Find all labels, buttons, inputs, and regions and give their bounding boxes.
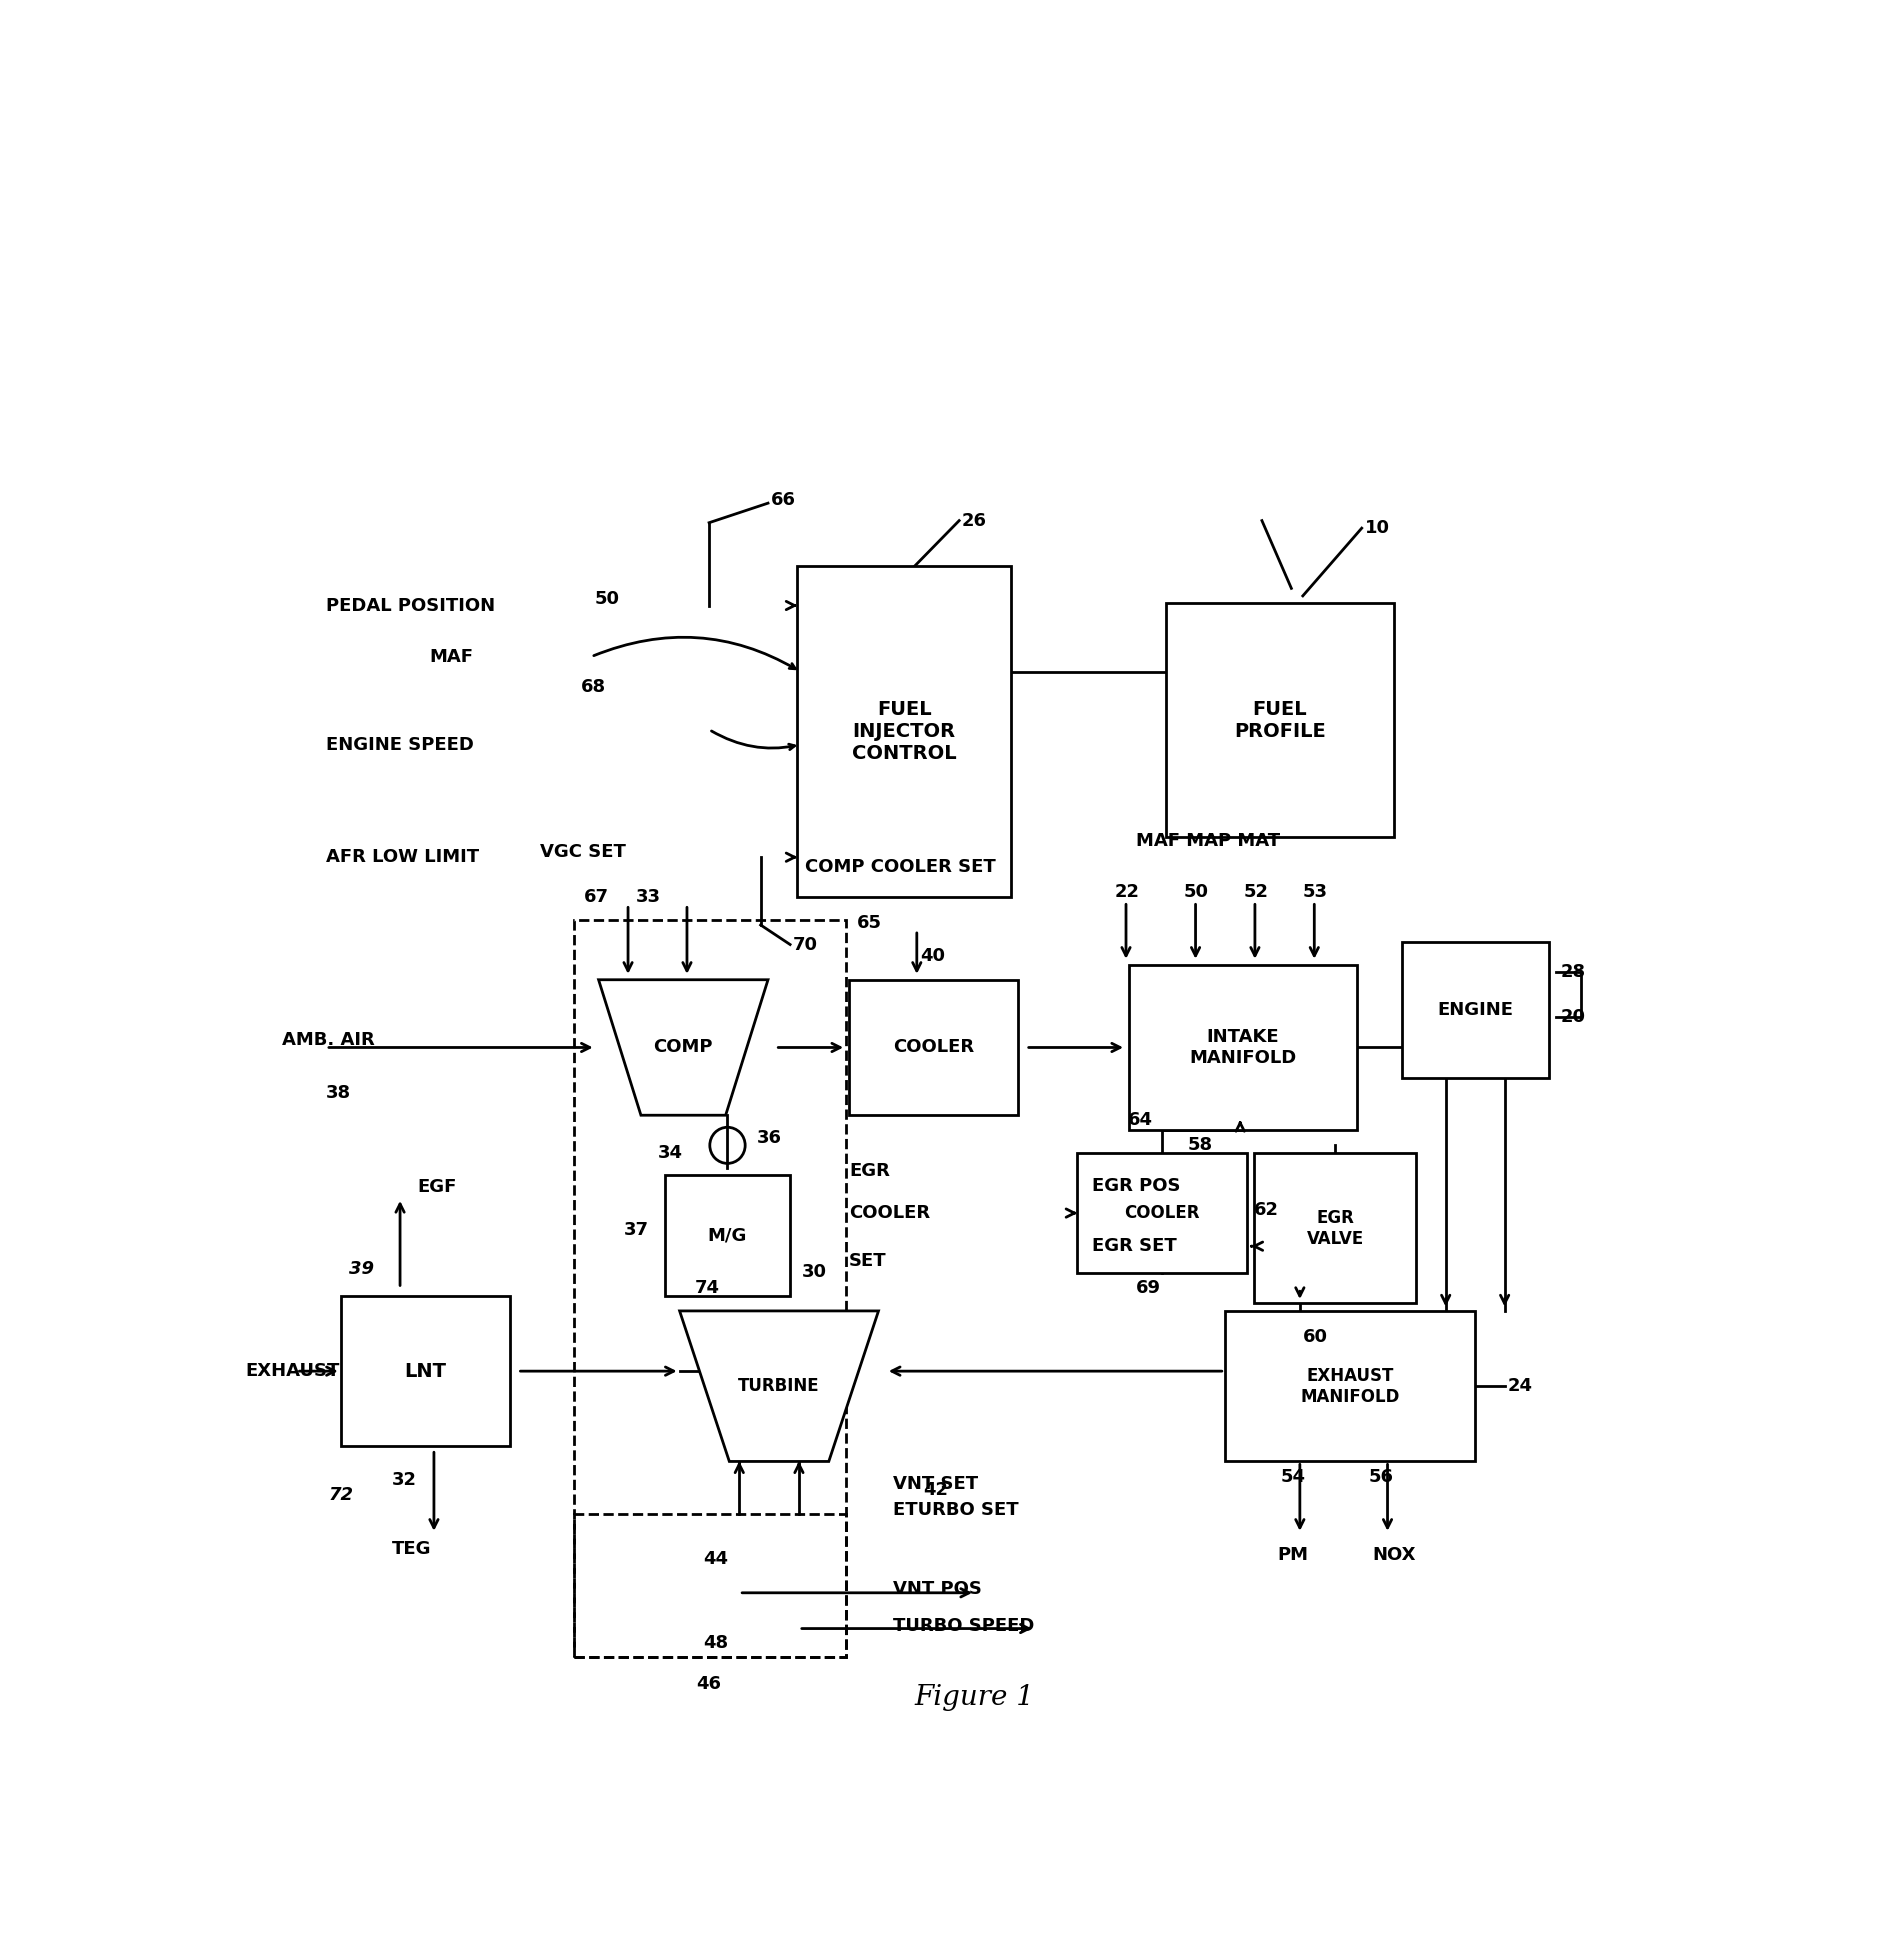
Bar xyxy=(1224,1312,1475,1462)
Text: 67: 67 xyxy=(584,888,608,905)
Text: 56: 56 xyxy=(1369,1468,1393,1486)
Text: 66: 66 xyxy=(772,491,797,508)
Text: COMP: COMP xyxy=(654,1038,713,1056)
Text: MAF MAP MAT: MAF MAP MAT xyxy=(1137,833,1281,850)
Text: TURBO SPEED: TURBO SPEED xyxy=(893,1617,1034,1634)
Text: 39: 39 xyxy=(350,1259,374,1279)
Text: ETURBO SET: ETURBO SET xyxy=(893,1501,1019,1519)
Text: LNT: LNT xyxy=(405,1361,447,1380)
Bar xyxy=(1255,1153,1416,1304)
Polygon shape xyxy=(599,979,768,1114)
Text: FUEL
PROFILE: FUEL PROFILE xyxy=(1234,700,1325,741)
Text: 37: 37 xyxy=(624,1220,648,1239)
Text: EGR POS: EGR POS xyxy=(1091,1177,1181,1195)
Text: MAF: MAF xyxy=(430,647,473,667)
Text: AFR LOW LIMIT: AFR LOW LIMIT xyxy=(327,848,479,866)
Text: COOLER: COOLER xyxy=(850,1204,930,1222)
Text: 52: 52 xyxy=(1243,884,1268,901)
Text: 60: 60 xyxy=(1302,1327,1327,1345)
Text: 46: 46 xyxy=(696,1675,720,1693)
Text: VNT POS: VNT POS xyxy=(893,1580,983,1597)
Bar xyxy=(340,1296,509,1447)
Text: 33: 33 xyxy=(635,888,660,905)
Text: EGR
VALVE: EGR VALVE xyxy=(1306,1208,1363,1247)
Text: 64: 64 xyxy=(1127,1110,1154,1128)
Text: COMP COOLER SET: COMP COOLER SET xyxy=(804,858,996,876)
Text: COOLER: COOLER xyxy=(1123,1204,1200,1222)
Text: AMB. AIR: AMB. AIR xyxy=(281,1030,374,1050)
Text: TURBINE: TURBINE xyxy=(738,1376,819,1396)
Bar xyxy=(798,565,1011,897)
Text: 10: 10 xyxy=(1365,520,1390,538)
Text: M/G: M/G xyxy=(707,1226,747,1245)
Bar xyxy=(574,919,846,1658)
Text: INTAKE
MANIFOLD: INTAKE MANIFOLD xyxy=(1190,1028,1296,1067)
Text: 22: 22 xyxy=(1114,884,1139,901)
Text: EGR SET: EGR SET xyxy=(1091,1238,1177,1255)
Text: 62: 62 xyxy=(1255,1200,1279,1220)
Text: 72: 72 xyxy=(329,1486,354,1503)
Text: 50: 50 xyxy=(1184,884,1209,901)
Text: ENGINE SPEED: ENGINE SPEED xyxy=(327,735,473,753)
Text: SET: SET xyxy=(850,1253,886,1271)
Text: 53: 53 xyxy=(1302,884,1327,901)
Text: EGR: EGR xyxy=(850,1161,890,1181)
Text: EGF: EGF xyxy=(416,1179,456,1196)
Text: 44: 44 xyxy=(703,1550,728,1568)
Text: PEDAL POSITION: PEDAL POSITION xyxy=(327,596,494,614)
Text: COOLER: COOLER xyxy=(893,1038,975,1056)
Polygon shape xyxy=(681,1312,878,1462)
Text: 58: 58 xyxy=(1188,1136,1213,1153)
Text: 30: 30 xyxy=(802,1263,827,1281)
Bar xyxy=(850,979,1019,1114)
Text: VGC SET: VGC SET xyxy=(540,843,625,860)
Text: Figure 1: Figure 1 xyxy=(914,1685,1034,1711)
Text: 32: 32 xyxy=(392,1470,416,1488)
Text: 38: 38 xyxy=(327,1083,352,1103)
Text: ENGINE: ENGINE xyxy=(1437,1001,1513,1019)
Bar xyxy=(1401,942,1549,1077)
Text: VNT SET: VNT SET xyxy=(893,1474,979,1494)
Text: 48: 48 xyxy=(703,1634,728,1652)
Text: 36: 36 xyxy=(757,1128,781,1148)
Text: 50: 50 xyxy=(595,590,620,608)
Text: 68: 68 xyxy=(582,678,606,696)
Text: TEG: TEG xyxy=(392,1541,432,1558)
Text: 24: 24 xyxy=(1507,1376,1532,1396)
Text: EXHAUST: EXHAUST xyxy=(245,1363,340,1380)
Text: 20: 20 xyxy=(1561,1007,1585,1026)
Text: 69: 69 xyxy=(1137,1279,1162,1298)
Bar xyxy=(1129,964,1357,1130)
Text: 54: 54 xyxy=(1281,1468,1306,1486)
Text: 26: 26 xyxy=(962,512,987,530)
Text: 28: 28 xyxy=(1561,964,1585,981)
Text: 34: 34 xyxy=(658,1144,682,1161)
Bar xyxy=(1165,604,1393,837)
Text: 74: 74 xyxy=(694,1279,719,1298)
Text: NOX: NOX xyxy=(1373,1546,1416,1564)
Text: PM: PM xyxy=(1277,1546,1308,1564)
Bar xyxy=(574,1515,846,1658)
Text: 42: 42 xyxy=(922,1482,949,1499)
Text: 65: 65 xyxy=(855,913,882,931)
Text: 40: 40 xyxy=(920,946,945,964)
Text: 70: 70 xyxy=(793,936,817,954)
Bar xyxy=(1078,1153,1247,1273)
Bar xyxy=(665,1175,791,1296)
Text: FUEL
INJECTOR
CONTROL: FUEL INJECTOR CONTROL xyxy=(852,700,956,762)
Text: EXHAUST
MANIFOLD: EXHAUST MANIFOLD xyxy=(1300,1367,1399,1406)
